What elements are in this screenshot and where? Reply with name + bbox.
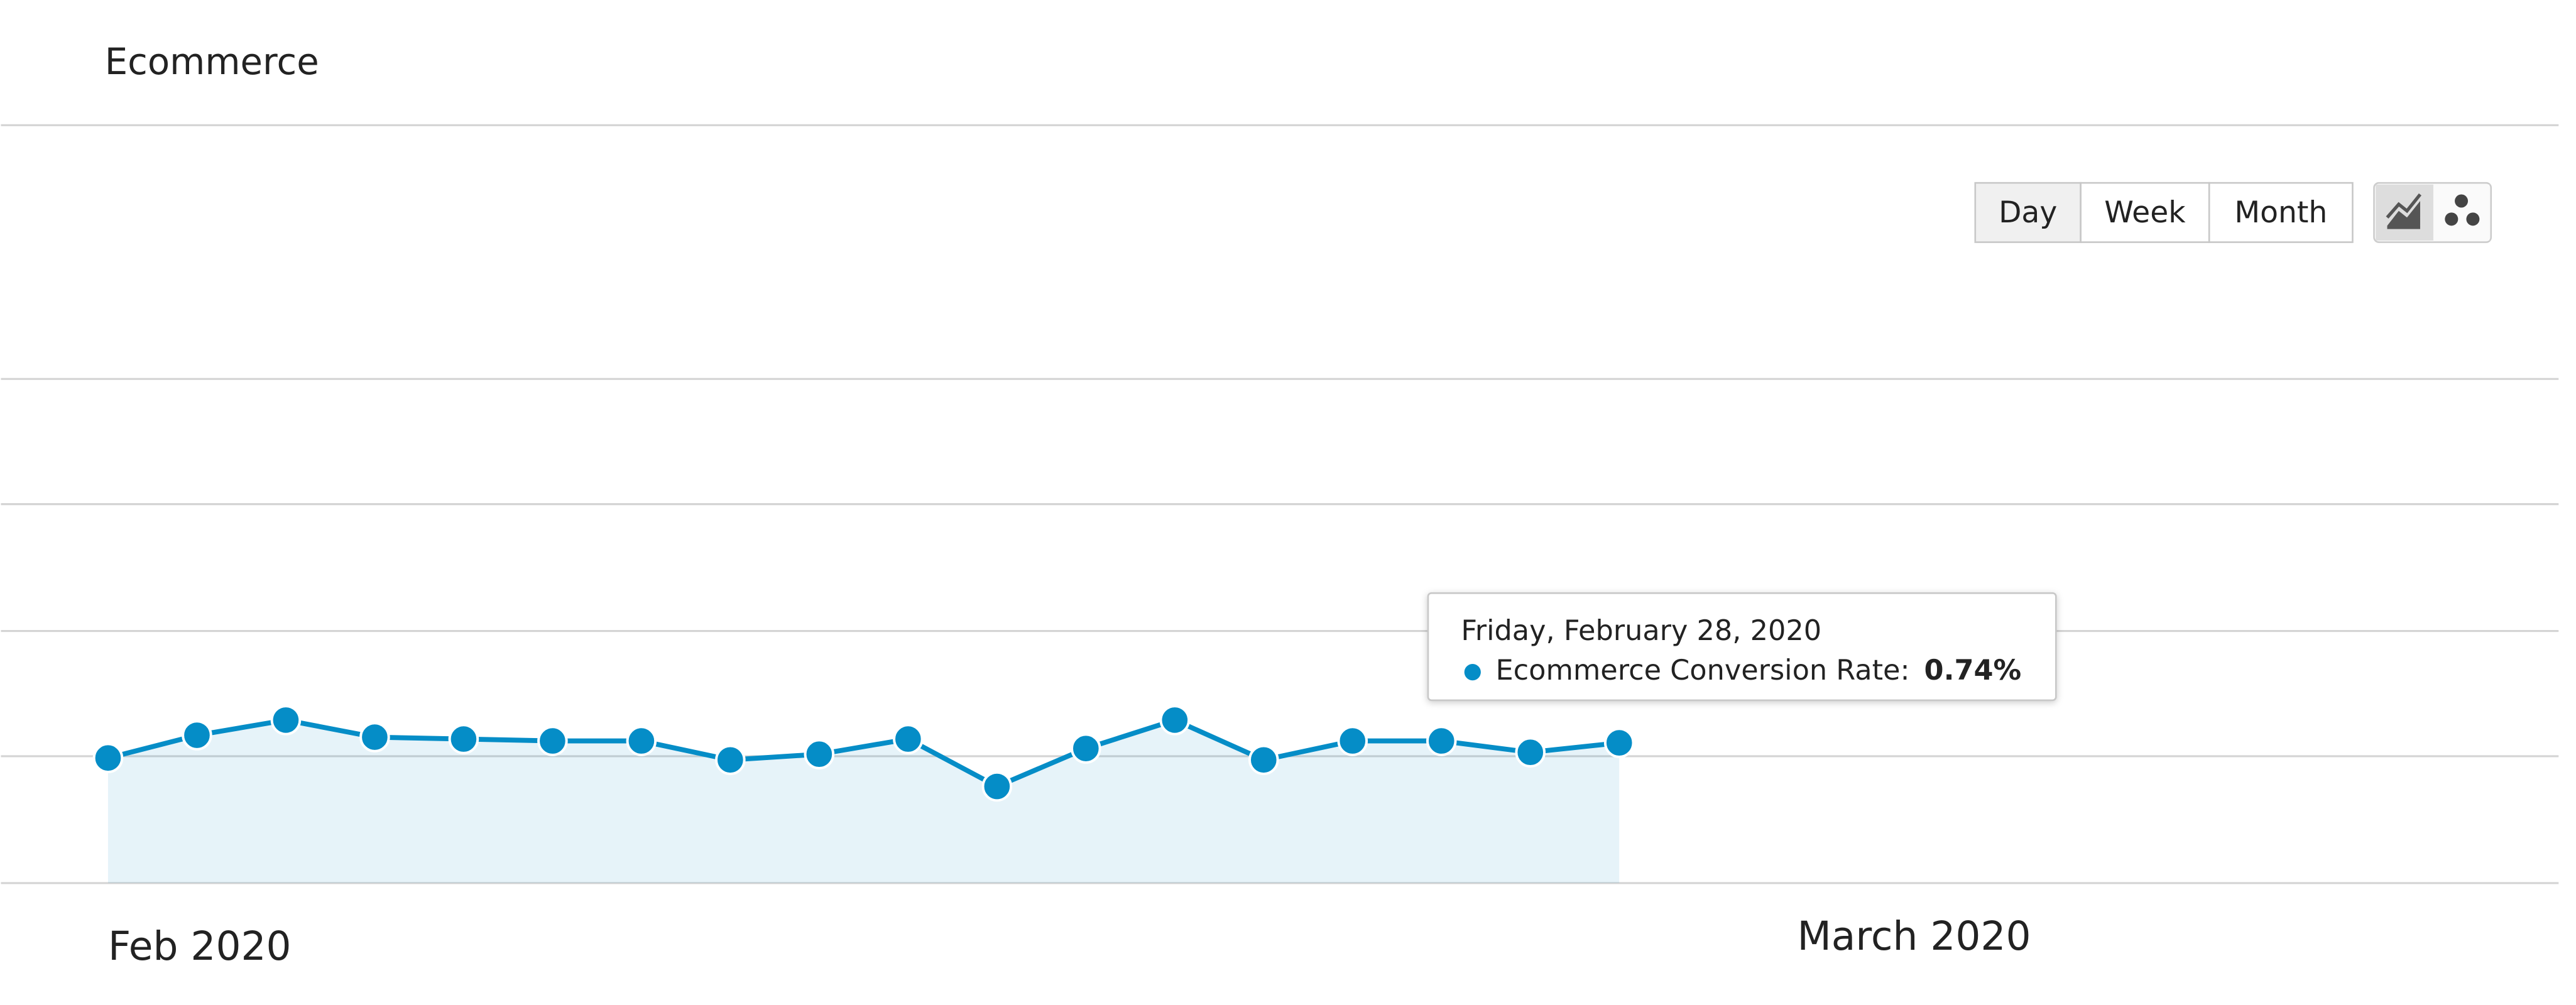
x-tick-label: March 2020	[1797, 913, 2031, 959]
data-point[interactable]	[448, 724, 479, 754]
x-tick-label: Feb 2020	[108, 923, 292, 969]
motion-chart-icon	[2445, 212, 2459, 226]
tooltip-date: Friday, February 28, 2020	[1461, 614, 1821, 647]
data-point[interactable]	[804, 739, 835, 769]
data-point[interactable]	[981, 771, 1013, 802]
data-point[interactable]	[715, 744, 746, 776]
data-point[interactable]	[1071, 733, 1101, 764]
data-point[interactable]	[182, 720, 212, 751]
tooltip-legend-dot	[1464, 664, 1481, 681]
line-chart-button[interactable]	[2376, 184, 2433, 241]
granularity-button[interactable]	[2208, 182, 2354, 243]
data-point[interactable]	[1337, 725, 1368, 756]
tooltip: Friday, February 28, 2020 Ecommerce Conv…	[1427, 592, 2057, 702]
data-point[interactable]	[359, 722, 390, 752]
data-point[interactable]	[1248, 744, 1279, 776]
motion-chart-icon	[2466, 212, 2480, 226]
tooltip-series-name: Ecommerce Conversion Rate:	[1495, 654, 1909, 687]
chart-type-toggle	[2373, 182, 2492, 243]
line-chart-icon	[2387, 201, 2420, 229]
granularity-button[interactable]	[1974, 182, 2082, 243]
data-point[interactable]	[1426, 725, 1457, 756]
data-point[interactable]	[1515, 737, 1546, 768]
granularity-button-label: Week	[2104, 195, 2186, 230]
tooltip-value: 0.74%	[1924, 654, 2022, 687]
data-point[interactable]	[626, 725, 657, 756]
page-title: Ecommerce	[105, 40, 319, 83]
area	[107, 720, 1620, 883]
motion-chart-button[interactable]	[2435, 184, 2490, 241]
data-point[interactable]	[537, 725, 568, 756]
data-point[interactable]	[1159, 705, 1191, 736]
granularity-button-label: Month	[2234, 195, 2327, 230]
data-point[interactable]	[92, 742, 124, 774]
data-point[interactable]	[893, 724, 924, 754]
data-point[interactable]	[1603, 727, 1635, 758]
data-point[interactable]	[270, 705, 302, 736]
granularity-buttons: Day Week Month	[1974, 182, 2354, 243]
tooltip-box	[1427, 592, 2057, 702]
granularity-button-label: Day	[1999, 195, 2057, 230]
line-chart-icon	[2386, 193, 2422, 219]
motion-chart-icon	[2455, 194, 2469, 208]
plot	[92, 705, 1635, 883]
